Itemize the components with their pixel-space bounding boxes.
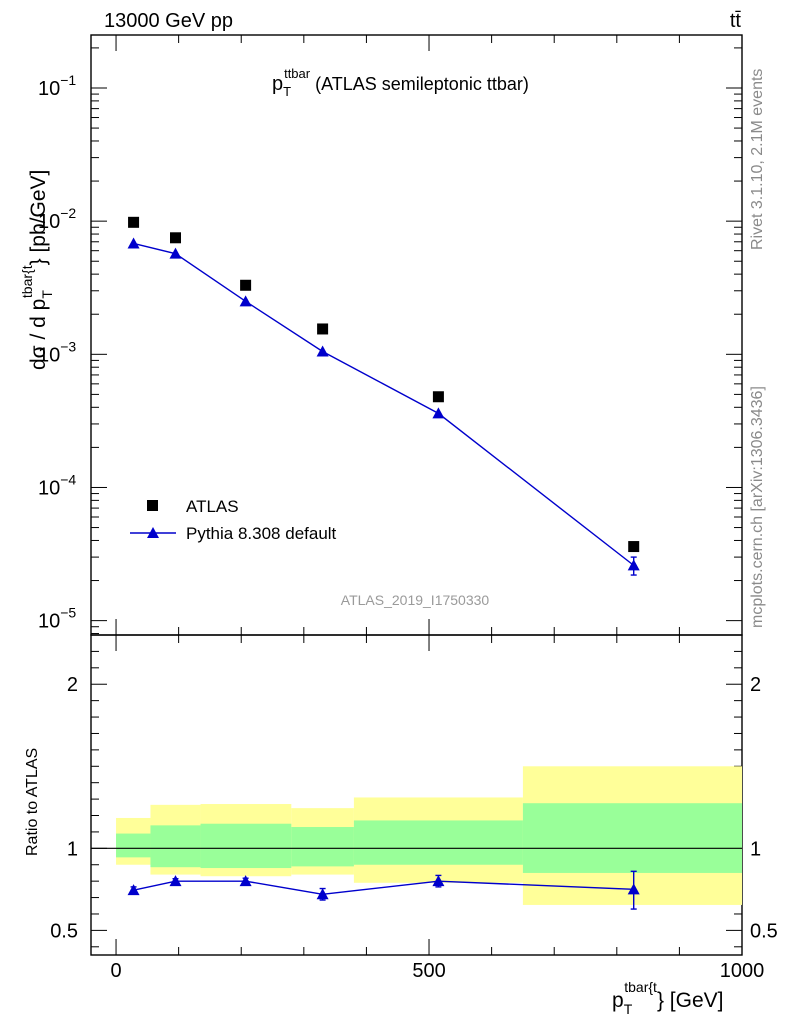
main-y-tick-label: 10−4: [38, 471, 76, 499]
x-tick-label: 1000: [720, 960, 765, 982]
atlas-point: [170, 232, 182, 244]
ratio-inner-band: [522, 803, 742, 873]
ratio-point: [169, 875, 182, 887]
ratio-y-tick-label: 1: [67, 838, 78, 860]
title-main: p: [272, 73, 283, 95]
title-rest: (ATLAS semileptonic ttbar): [310, 74, 529, 94]
ratio-series-line: [133, 880, 634, 895]
ratio-y-tick-label: 2: [67, 674, 78, 696]
analysis-label: ATLAS_2019_I1750330: [341, 592, 490, 608]
ratio-inner-band: [291, 827, 354, 867]
atlas-point: [240, 279, 252, 291]
ratio-point: [239, 875, 252, 887]
mcplots-label: mcplots.cern.ch [arXiv:1306.3436]: [749, 386, 766, 628]
atlas-point: [628, 541, 640, 553]
pythia-point: [239, 295, 252, 307]
pythia-line: [133, 242, 635, 566]
x-tick-label: 500: [412, 960, 445, 982]
ratio-point: [316, 888, 329, 900]
ratio-y-tick-label-right: 1: [750, 838, 761, 860]
ratio-inner-band: [353, 820, 523, 865]
legend-atlas-label: ATLAS: [186, 497, 239, 516]
ratio-y-tick-label-right: 0.5: [750, 920, 778, 942]
ratio-inner-band: [200, 823, 292, 869]
x-tick-label: 0: [110, 960, 121, 982]
main-plot-frame: [90, 34, 743, 636]
title-sup: ttbar: [284, 66, 311, 81]
legend: ATLAS Pythia 8.308 default: [130, 497, 337, 543]
main-y-tick-label: 10−3: [38, 338, 76, 366]
main-y-axis-label: dσ / d pTtbar{t} [pb/GeV]: [19, 170, 55, 370]
ratio-y-tick-label: 0.5: [50, 920, 78, 942]
atlas-point: [317, 323, 329, 335]
main-series: [127, 216, 640, 576]
energy-label: 13000 GeV pp: [104, 10, 233, 32]
pythia-point: [127, 237, 140, 249]
ratio-y-tick-label-right: 2: [750, 674, 761, 696]
legend-pythia-marker: [147, 527, 159, 538]
title-sub: T: [283, 84, 291, 99]
pythia-point: [627, 559, 640, 571]
ratio-inner-band: [150, 825, 201, 868]
main-y-tick-label: 10−5: [38, 605, 76, 633]
main-plot-title: pTttbar (ATLAS semileptonic ttbar): [272, 66, 529, 99]
rivet-info-label: Rivet 3.1.10, 2.1M events: [749, 69, 766, 250]
ratio-y-axis-label: Ratio to ATLAS: [24, 748, 41, 856]
x-axis-label: pTtbar{t} [GeV]: [612, 979, 724, 1017]
ratio-point: [432, 875, 445, 887]
ratio-uncertainty-bands: [91, 766, 742, 905]
main-axis-ticks: 10−1 10−2 10−3 10−4 10−5: [38, 35, 743, 635]
pythia-point: [169, 247, 182, 259]
process-label: tt̄: [730, 10, 742, 32]
legend-pythia-label: Pythia 8.308 default: [186, 524, 337, 543]
pythia-point: [432, 407, 445, 419]
atlas-point: [432, 391, 444, 403]
ratio-point: [627, 883, 640, 895]
legend-atlas-marker: [147, 500, 158, 511]
ratio-inner-band: [116, 833, 151, 858]
atlas-point: [128, 216, 140, 228]
pythia-point: [316, 345, 329, 357]
ratio-series: [127, 870, 640, 910]
ratio-point: [127, 884, 140, 896]
main-y-tick-label: 10−2: [38, 205, 76, 233]
main-y-tick-label: 10−1: [38, 72, 76, 100]
